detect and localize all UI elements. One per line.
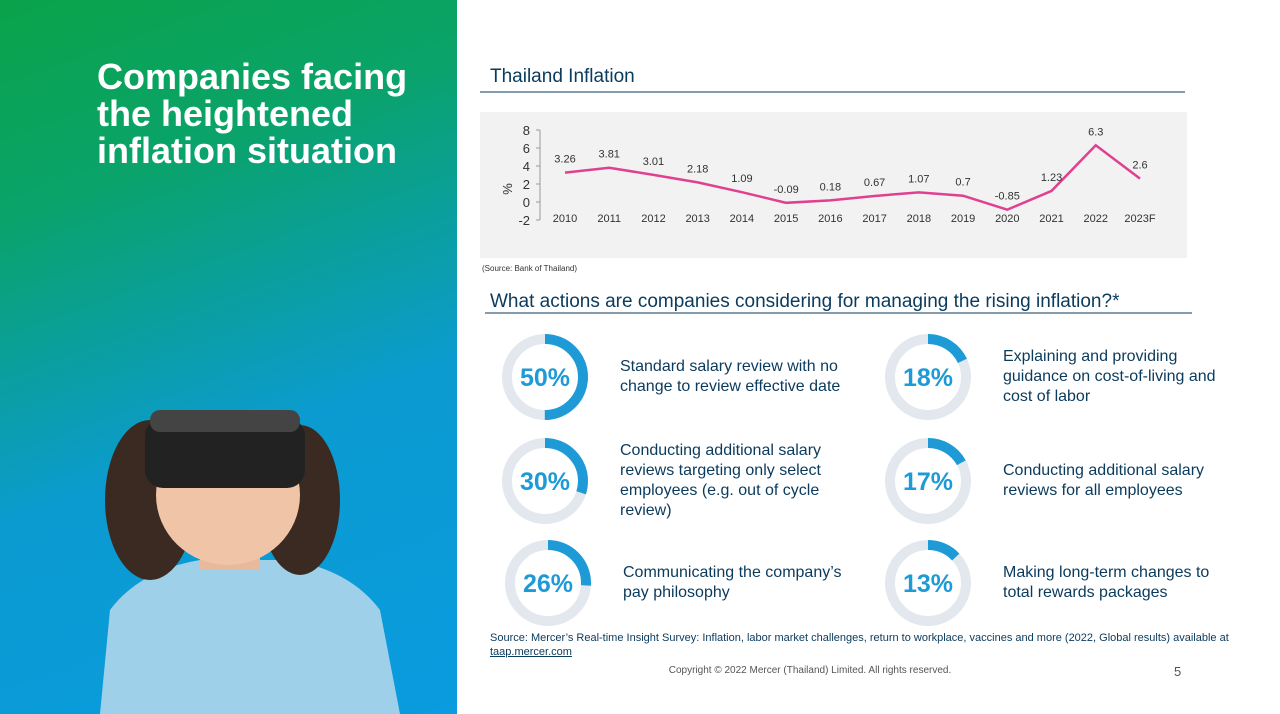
data-label: 0.67 [864, 177, 885, 189]
source-link[interactable]: taap.mercer.com [490, 646, 572, 658]
x-tick-label: 2015 [774, 213, 798, 225]
donut-label: 17% [903, 468, 953, 496]
x-tick-label: 2012 [641, 213, 665, 225]
data-label: 3.81 [599, 149, 620, 161]
data-label: 0.18 [820, 181, 841, 193]
action-description: Conducting additional salary reviews for… [1003, 462, 1205, 499]
footer-source: Source: Mercer’s Real-time Insight Surve… [490, 631, 1250, 659]
action-description: Making long-term changes to total reward… [1003, 564, 1210, 601]
donut-label: 30% [520, 468, 570, 496]
x-tick-label: 2022 [1084, 213, 1108, 225]
chart-source: (Source: Bank of Thailand) [482, 264, 577, 273]
action-description: Conducting additional salary reviews tar… [620, 442, 822, 519]
action-description: Communicating the company’s pay philosop… [623, 564, 842, 601]
vr-headset [145, 418, 305, 488]
donut-arc [505, 540, 591, 626]
vr-headset-top [150, 410, 300, 432]
donut-label: 50% [520, 364, 570, 392]
source-text: Source: Mercer’s Real-time Insight Surve… [490, 632, 1229, 644]
chart-title: What actions are companies considering f… [490, 291, 1120, 312]
x-tick-label: 2020 [995, 213, 1019, 225]
x-tick-label: 2023F [1124, 213, 1155, 225]
data-label: 6.3 [1088, 126, 1103, 138]
data-label: 2.6 [1132, 160, 1147, 172]
x-tick-label: 2014 [730, 213, 754, 225]
y-axis-label: % [500, 183, 515, 195]
x-tick-label: 2013 [685, 213, 709, 225]
x-tick-label: 2016 [818, 213, 842, 225]
donut-label: 26% [523, 570, 573, 598]
donut-arc [502, 334, 588, 420]
y-tick-label: 2 [523, 177, 530, 192]
page-number: 5 [1174, 664, 1182, 679]
data-label: 3.26 [554, 154, 575, 166]
data-label: 3.01 [643, 156, 664, 168]
copyright: Copyright © 2022 Mercer (Thailand) Limit… [668, 665, 952, 676]
y-tick-label: 4 [523, 159, 530, 174]
donut-label: 18% [903, 364, 953, 392]
chart-title: Thailand Inflation [490, 66, 635, 87]
data-label: 2.18 [687, 163, 708, 175]
inflation-line [564, 143, 1141, 211]
data-label: 0.7 [955, 177, 970, 189]
data-label: 1.23 [1041, 172, 1062, 184]
donut-arc [885, 334, 971, 420]
x-tick-label: 2011 [597, 213, 621, 225]
donut-arc [885, 540, 971, 626]
donut-arc [502, 438, 588, 524]
data-label: -0.09 [774, 184, 799, 196]
data-label: -0.85 [995, 191, 1020, 203]
x-tick-label: 2018 [907, 213, 931, 225]
x-tick-label: 2017 [862, 213, 886, 225]
action-description: Standard salary review with no change to… [620, 358, 841, 395]
data-label: 1.09 [731, 173, 752, 185]
x-tick-label: 2021 [1039, 213, 1063, 225]
photo [100, 410, 400, 714]
x-tick-label: 2019 [951, 213, 975, 225]
donut-label: 13% [903, 570, 953, 598]
donut-arc [885, 438, 971, 524]
y-tick-label: 0 [523, 195, 530, 210]
data-label: 1.07 [908, 173, 929, 185]
action-description: Explaining and providing guidance on cos… [1003, 348, 1216, 405]
plot-background [480, 112, 1187, 258]
x-tick-label: 2010 [553, 213, 577, 225]
headline: Companies facing the heightened inflatio… [97, 56, 408, 171]
y-tick-label: 6 [523, 141, 530, 156]
y-tick-label: -2 [518, 213, 530, 228]
y-tick-label: 8 [523, 123, 530, 138]
shirt [100, 560, 400, 714]
